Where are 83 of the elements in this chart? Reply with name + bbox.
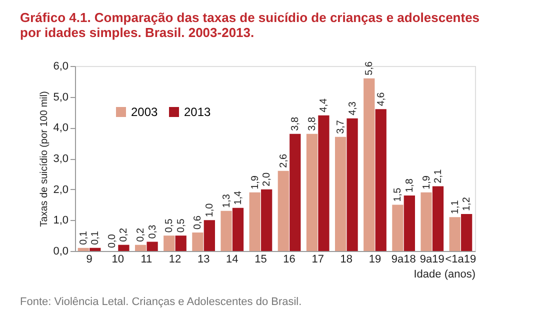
bar <box>220 210 232 251</box>
bar <box>392 204 404 251</box>
bar <box>432 186 444 251</box>
x-tick-label: 17 <box>312 254 324 266</box>
data-label: 2,0 <box>262 172 273 186</box>
x-tick-label: 10 <box>112 254 124 266</box>
bar <box>449 217 460 251</box>
data-label: 1,3 <box>221 194 232 208</box>
data-label: 1,1 <box>450 200 461 214</box>
x-tick-label: 19 <box>368 254 382 266</box>
data-label: 1,0 <box>204 202 216 218</box>
data-label: 1,8 <box>404 178 416 192</box>
data-label: 1,2 <box>462 196 473 211</box>
bar <box>78 248 89 251</box>
bar <box>135 244 146 251</box>
bar <box>232 208 244 251</box>
data-label: 2,1 <box>433 168 444 184</box>
data-label: 1,9 <box>421 175 432 190</box>
data-label: 1,9 <box>250 175 261 190</box>
bar <box>420 192 432 251</box>
bar <box>318 115 330 251</box>
data-label: 0,3 <box>147 224 158 239</box>
bar <box>261 189 272 251</box>
y-tick-label: 2,0 <box>53 184 68 196</box>
data-label: 3,8 <box>290 116 302 131</box>
bar <box>335 136 346 251</box>
y-tick-label: 1,0 <box>53 214 68 227</box>
text: Gráfico 4.1. Comparação das taxas de suicídio de crianças e adolescentes <box>20 10 480 25</box>
y-axis-title: Taxas de suicídio (por 100 mil) <box>39 91 50 227</box>
bar <box>278 170 289 251</box>
bar <box>306 134 318 251</box>
data-label: 0,1 <box>90 230 102 245</box>
bar <box>164 236 175 251</box>
bar <box>90 248 101 251</box>
data-label: 4,4 <box>318 98 330 112</box>
bar <box>346 118 358 251</box>
data-label: 0,5 <box>164 218 176 233</box>
legend-label: 2013 <box>184 105 212 119</box>
x-tick-label: 11 <box>140 254 152 266</box>
text: por idades simples. Brasil. 2003-2013. <box>20 25 254 40</box>
y-tick-label: 4,0 <box>53 122 68 134</box>
x-tick-label: 16 <box>283 254 296 266</box>
x-tick-label: 13 <box>197 254 210 266</box>
data-label: 4,6 <box>376 92 387 106</box>
bar <box>461 214 472 251</box>
y-tick-label: 3,0 <box>53 153 68 165</box>
data-label: 0,0 <box>106 234 118 248</box>
bar <box>404 196 415 251</box>
data-label: 1,5 <box>392 187 404 202</box>
data-label: 0,2 <box>136 227 147 242</box>
data-label: 0,6 <box>192 215 204 230</box>
bar <box>375 109 386 251</box>
data-label: 0,5 <box>176 218 187 233</box>
legend-label: 2003 <box>131 105 158 119</box>
x-tick-label: 9a19 <box>420 254 444 266</box>
x-axis-title: Idade (anos) <box>414 268 476 280</box>
bar <box>364 78 375 251</box>
bar <box>249 192 260 251</box>
x-tick-label: 12 <box>168 254 182 266</box>
y-tick-label: 0,0 <box>53 246 68 258</box>
data-label: 2,6 <box>278 153 290 168</box>
y-tick-label: 6,0 <box>53 60 68 72</box>
bar <box>192 232 204 251</box>
bar <box>204 220 215 251</box>
bar <box>175 236 186 251</box>
bar <box>118 244 130 251</box>
data-label: 3,7 <box>336 120 347 134</box>
data-label: 0,2 <box>118 227 130 242</box>
x-tick-label: 15 <box>254 254 267 266</box>
data-label: 3,8 <box>306 116 318 131</box>
data-label: 1,4 <box>233 190 244 205</box>
y-tick-label: 5,0 <box>53 91 68 104</box>
source-note: Fonte: Violência Letal. Crianças e Adolescentes do Brasil. <box>20 296 302 308</box>
x-tick-label: 14 <box>226 254 238 266</box>
x-tick-label: 9a18 <box>391 254 416 266</box>
data-label: 0,1 <box>78 230 90 245</box>
data-label: 5,6 <box>364 60 376 76</box>
bar <box>146 242 158 251</box>
bar <box>290 134 301 251</box>
x-tick-label: <1a19 <box>445 254 476 266</box>
x-tick-label: 18 <box>340 254 353 266</box>
data-label: 4,3 <box>347 101 358 116</box>
x-tick-label: 9 <box>86 254 92 266</box>
